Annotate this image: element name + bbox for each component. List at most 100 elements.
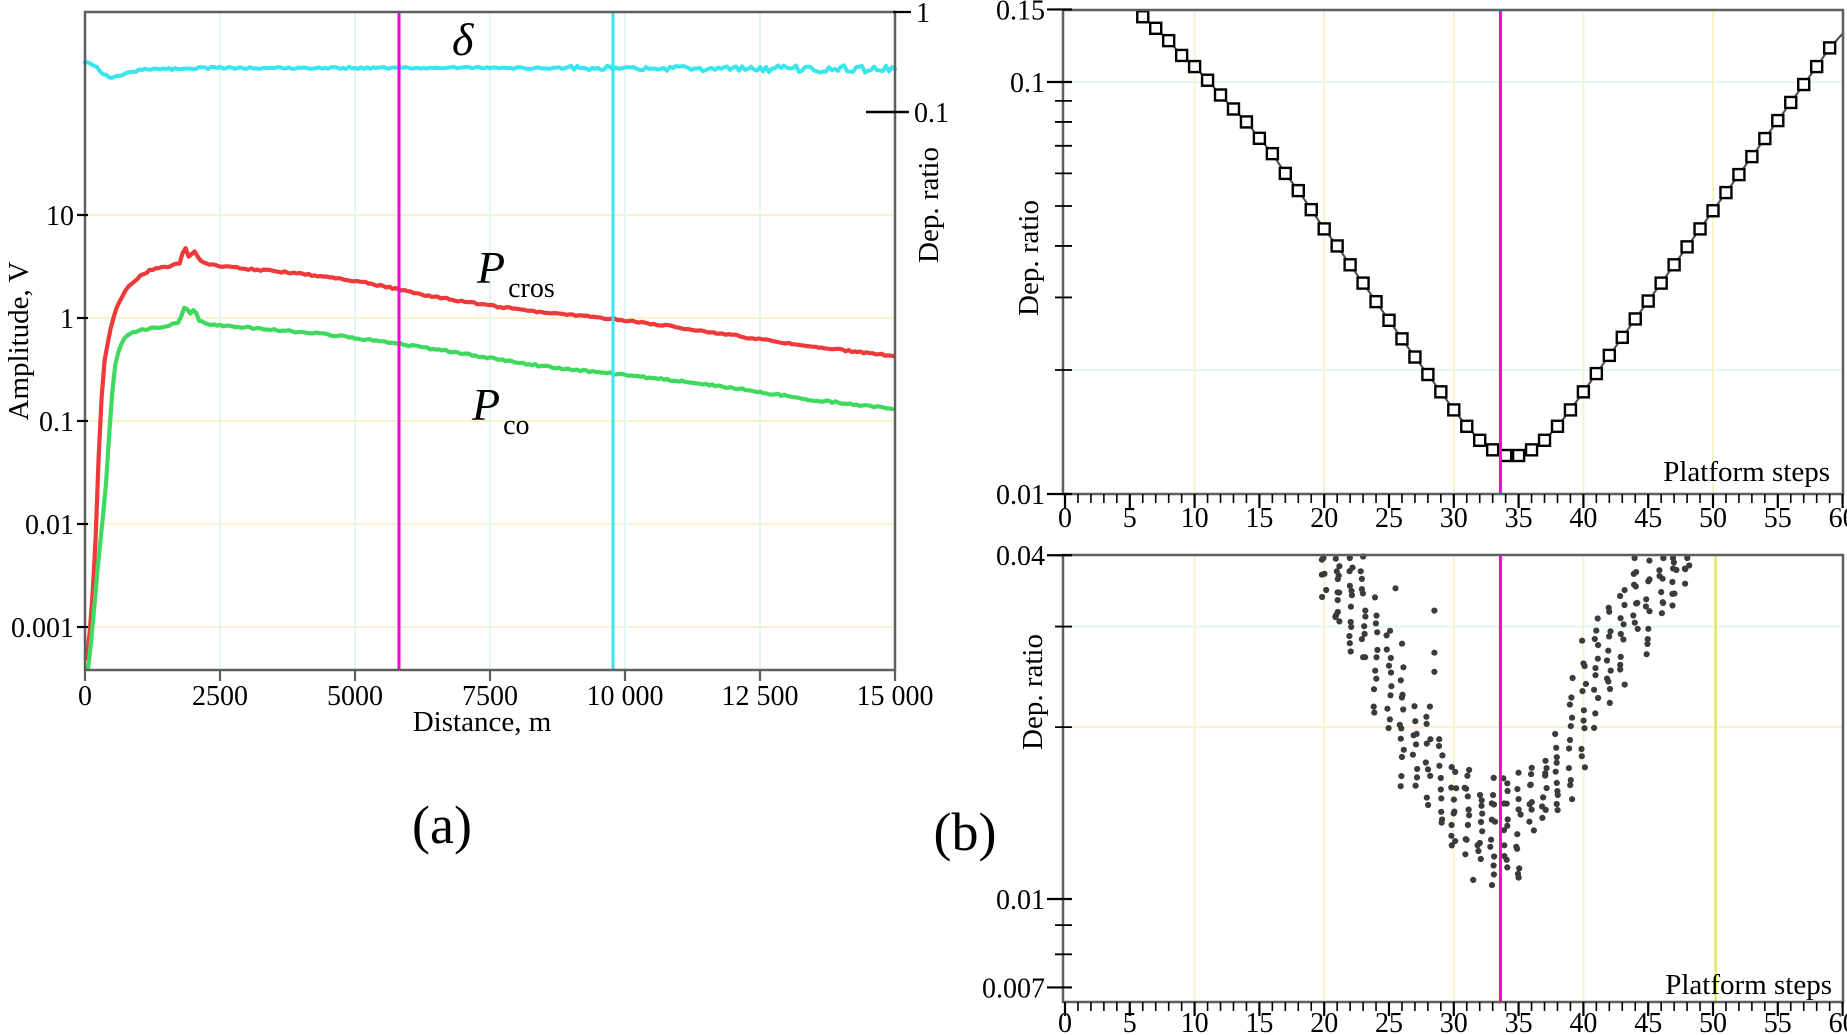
scatter-dot xyxy=(1658,610,1665,617)
x-tick-label: 5000 xyxy=(327,681,383,712)
scatter-dot-outlier xyxy=(1470,876,1477,884)
scatter-dot xyxy=(1528,806,1535,813)
panel-a-gridlines xyxy=(86,13,894,669)
scatter-dot xyxy=(1479,810,1486,817)
scatter-dot xyxy=(1567,723,1574,730)
square-marker xyxy=(1330,239,1344,253)
x-tick-label: 0 xyxy=(1058,503,1072,534)
scatter-dot xyxy=(1318,571,1325,578)
scatter-dot xyxy=(1476,839,1483,847)
scatter-dot-outlier xyxy=(1398,640,1406,647)
panel-b-top-y-axis-title: Dep. ratio xyxy=(1013,200,1045,316)
scatter-dot-outlier xyxy=(1431,668,1438,675)
y-tick-label: 0.01 xyxy=(996,885,1045,916)
scatter-dot xyxy=(1413,774,1421,781)
square-marker xyxy=(1719,185,1733,200)
x-tick-label: 10 000 xyxy=(587,681,664,712)
scatter-dot xyxy=(1504,780,1511,787)
scatter-dot xyxy=(1501,853,1508,860)
square-marker xyxy=(1356,276,1370,290)
x-tick-label: 10 xyxy=(1181,503,1209,534)
square-marker xyxy=(1745,149,1759,164)
scatter-dot xyxy=(1565,765,1572,772)
square-marker xyxy=(1706,204,1720,218)
scatter-dot xyxy=(1542,770,1549,777)
y-tick-label: 0.01 xyxy=(996,480,1045,511)
scatter-dot xyxy=(1346,582,1353,589)
scatter-dot xyxy=(1466,812,1473,819)
scatter-dot xyxy=(1361,623,1368,630)
scatter-dot xyxy=(1412,718,1419,725)
square-marker xyxy=(1537,433,1552,448)
scatter-dot xyxy=(1617,666,1624,673)
square-marker xyxy=(1291,183,1305,198)
right-y-tick-label: 0.1 xyxy=(914,98,949,129)
scatter-dot xyxy=(1607,667,1614,674)
x-tick-label: 2500 xyxy=(192,681,248,712)
scatter-dot xyxy=(1579,637,1586,644)
scatter-dot xyxy=(1448,784,1455,791)
scatter-dot xyxy=(1644,636,1651,643)
scatter-dot xyxy=(1334,608,1341,616)
scatter-dot xyxy=(1554,788,1561,795)
scatter-dot xyxy=(1515,806,1522,813)
x-tick-label: 55 xyxy=(1764,503,1792,534)
x-tick-label: 5 xyxy=(1123,503,1137,534)
p_co-curve xyxy=(86,305,895,671)
scatter-dot xyxy=(1501,842,1508,849)
square-marker xyxy=(1343,258,1357,272)
scatter-dot xyxy=(1552,730,1559,738)
scatter-dot-outlier xyxy=(1515,874,1522,881)
scatter-dot xyxy=(1336,563,1343,570)
scatter-dot xyxy=(1423,720,1430,728)
scatter-dot xyxy=(1568,694,1575,701)
scatter-dot xyxy=(1461,784,1468,791)
scatter-dot xyxy=(1515,796,1522,803)
square-marker xyxy=(1550,419,1565,433)
scatter-dot xyxy=(1514,786,1521,793)
x-tick-label: 0 xyxy=(78,681,92,712)
x-tick-label: 50 xyxy=(1699,503,1727,534)
panel-b-bottom-y-axis-title: Dep. ratio xyxy=(1017,634,1049,750)
scatter-dot xyxy=(1475,847,1482,855)
scatter-dot xyxy=(1347,618,1354,626)
panel-b-top-x-axis-title: Platform steps xyxy=(1663,456,1830,488)
square-marker xyxy=(1395,332,1409,346)
square-marker xyxy=(1460,419,1474,433)
y-tick-label: 0.15 xyxy=(996,0,1045,26)
scatter-dot xyxy=(1387,692,1394,699)
scatter-dot xyxy=(1464,772,1471,779)
x-tick-label: 0 xyxy=(1058,1008,1072,1035)
square-marker xyxy=(1511,448,1526,463)
scatter-dot xyxy=(1373,654,1380,661)
scatter-dot xyxy=(1490,871,1497,878)
scatter-dot xyxy=(1582,680,1589,688)
scatter-dot xyxy=(1566,745,1573,752)
scatter-dot xyxy=(1412,741,1420,748)
scatter-dot xyxy=(1642,603,1649,610)
scatter-dot xyxy=(1427,736,1434,743)
scatter-dot xyxy=(1384,705,1391,712)
panel-a-axes: 0 2500 5000 7500 10 000 12 500 15 000 10 1 0.1 0.0… xyxy=(11,0,949,712)
pco-label-sub: co xyxy=(503,410,529,441)
scatter-dot xyxy=(1386,716,1393,723)
scatter-dot xyxy=(1569,674,1576,682)
square-marker xyxy=(1680,240,1694,254)
pcros-label-sub: cros xyxy=(508,273,555,304)
scatter-dot xyxy=(1450,796,1457,803)
scatter-dot xyxy=(1478,797,1485,804)
scatter-dot xyxy=(1336,618,1343,625)
delta-curve xyxy=(83,60,897,80)
square-marker xyxy=(1693,222,1707,236)
x-tick-label: 12 500 xyxy=(722,681,799,712)
scatter-dot xyxy=(1488,816,1495,823)
scatter-dot xyxy=(1621,601,1628,609)
scatter-dot xyxy=(1448,842,1455,849)
scatter-dot-outlier xyxy=(1431,607,1438,614)
scatter-dot xyxy=(1453,785,1460,792)
scatter-dot xyxy=(1516,865,1523,872)
right-y-tick-label: 1 xyxy=(916,0,930,29)
scatter-dot xyxy=(1424,766,1432,773)
scatter-dot xyxy=(1413,730,1420,738)
